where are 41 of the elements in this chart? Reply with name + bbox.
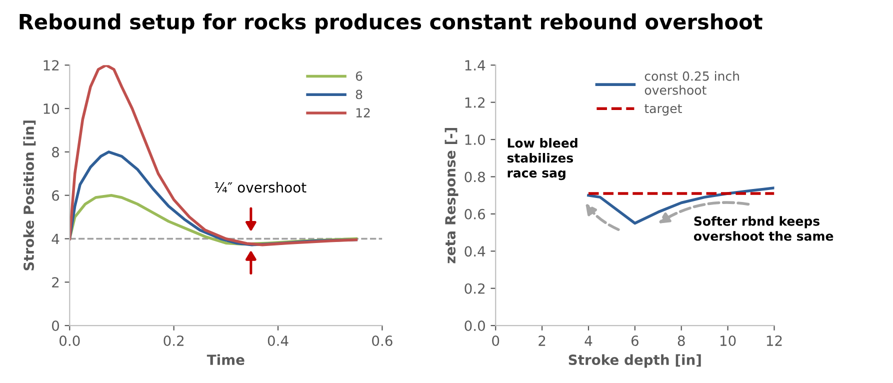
x-tick-label: 10 [720,336,736,346]
legend-label: 6 [356,71,362,81]
y-tick-label: 0.2 [464,283,484,294]
x-tick-label: 0.4 [268,336,288,346]
y-tick-label: 1.2 [465,97,484,108]
x-axis-title: Stroke depth [in] [568,354,701,368]
x-tick-label: 2 [538,336,546,346]
y-axis-title: zeta Response [-] [444,128,458,264]
y-tick-label: 1.4 [465,60,486,70]
line-series [587,186,774,225]
x-tick-label: 6 [631,336,638,346]
y-tick-label: 0.6 [464,208,486,220]
annotation: Softer rbnd keeps overshoot the same [694,216,834,241]
y-tick-label: 1.0 [465,134,485,145]
y-tick-label: 0.4 [464,246,486,257]
x-tick-label: 8 [678,336,685,346]
annotation: Low bleed stabilizes race sag [507,138,578,180]
x-tick-label: 4 [584,336,592,346]
legend-label: 12 [356,108,370,118]
y-tick-label: 10 [44,103,60,114]
y-tick-label: 6 [52,190,60,201]
y-tick-label: 2 [52,277,59,288]
y-tick-label: 12 [44,60,59,70]
y-tick-label: 0.8 [464,172,485,182]
y-tick-label: 0 [52,320,60,332]
y-tick-label: 8 [52,146,59,158]
x-tick-label: 12 [766,336,782,346]
y-tick-label: 4 [52,234,60,244]
y-tick-label: 0.0 [464,320,485,332]
x-axis-title: Time [206,354,244,366]
annotation: ¼″ overshoot [214,182,306,193]
legend-label: 8 [356,90,362,100]
chart-title: Rebound setup for rocks produces constant rebound overshoot [20,13,762,34]
x-tick-label: 0.0 [60,336,80,346]
x-tick-label: 0.2 [164,336,184,346]
legend-label: const 0.25 inch overshoot [644,71,739,95]
legend-label: target [644,104,682,116]
y-axis-title: Stroke Position [in] [23,120,36,270]
x-tick-label: 0.6 [372,336,392,346]
x-tick-label: 0 [492,336,500,346]
line-series [70,65,358,246]
